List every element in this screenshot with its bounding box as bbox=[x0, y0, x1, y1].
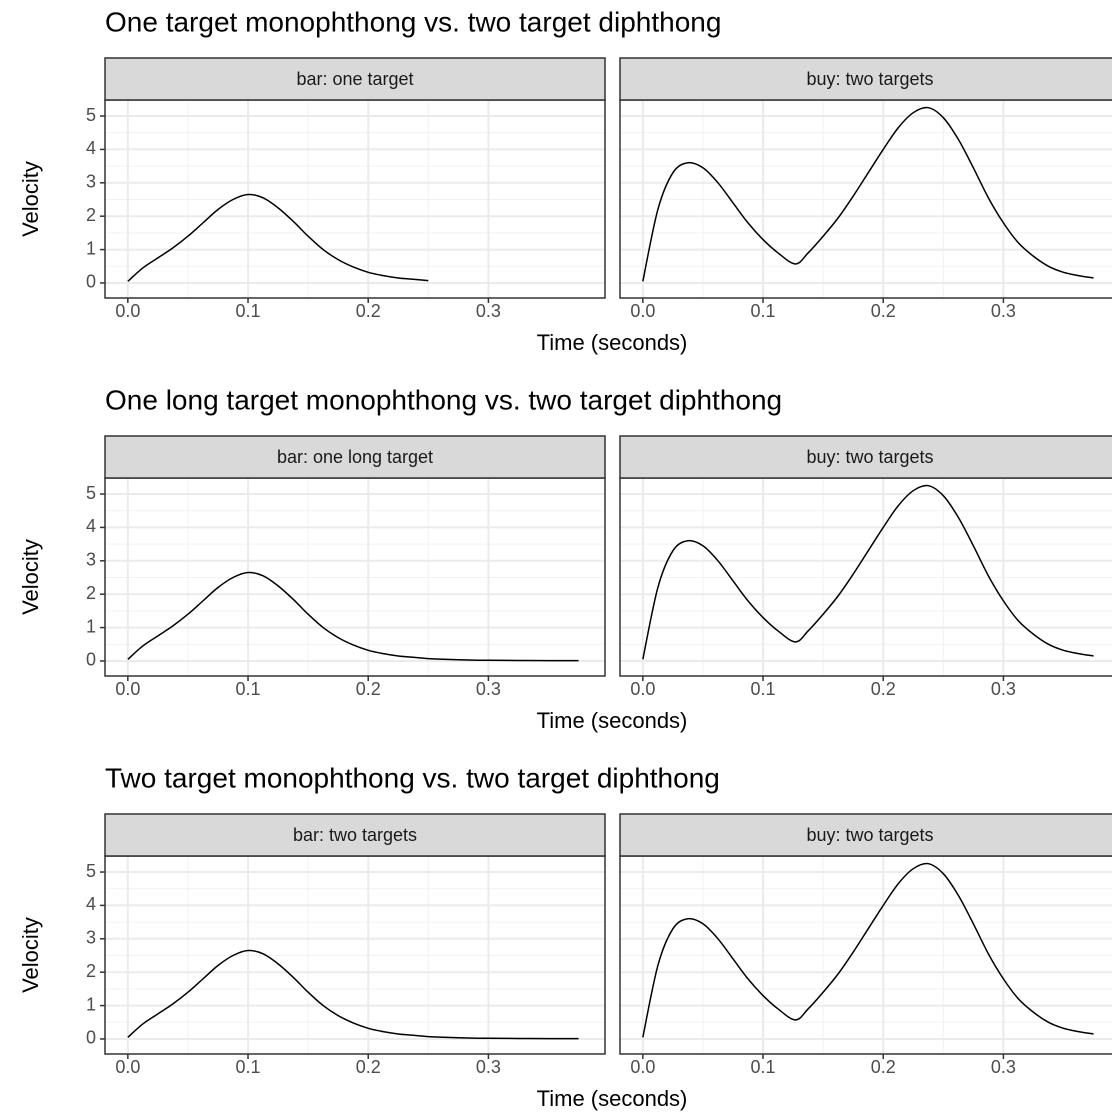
y-tick-label: 4 bbox=[86, 516, 96, 536]
velocity-line bbox=[642, 106, 1094, 282]
y-tick-label: 0 bbox=[86, 1028, 96, 1048]
y-tick-label: 1 bbox=[86, 994, 96, 1014]
y-axis-label: Velocity bbox=[18, 161, 43, 237]
strip-background bbox=[619, 813, 1112, 857]
x-tick-label: 0.0 bbox=[115, 301, 140, 321]
y-tick-label: 3 bbox=[86, 550, 96, 570]
strip-label: bar: one target bbox=[296, 69, 413, 89]
x-tick-label: 0.3 bbox=[476, 301, 501, 321]
x-tick-label: 0.3 bbox=[476, 1057, 501, 1077]
y-tick-label: 4 bbox=[86, 138, 96, 158]
y-tick-label: 2 bbox=[86, 205, 96, 225]
x-tick-label: 0.1 bbox=[236, 679, 261, 699]
velocity-line bbox=[642, 484, 1094, 660]
x-tick-label: 0.2 bbox=[871, 301, 896, 321]
x-axis-label: Time (seconds) bbox=[537, 708, 688, 733]
x-tick-label: 0.1 bbox=[751, 1057, 776, 1077]
x-tick-label: 0.1 bbox=[236, 301, 261, 321]
y-tick-label: 0 bbox=[86, 650, 96, 670]
velocity-line bbox=[642, 862, 1094, 1038]
x-tick-label: 0.0 bbox=[630, 1057, 655, 1077]
strip-background bbox=[104, 435, 606, 479]
x-tick-label: 0.0 bbox=[115, 1057, 140, 1077]
y-tick-label: 2 bbox=[86, 961, 96, 981]
strip-label: bar: one long target bbox=[277, 447, 433, 467]
x-tick-label: 0.2 bbox=[356, 301, 381, 321]
strip-background bbox=[104, 813, 606, 857]
y-tick-label: 1 bbox=[86, 238, 96, 258]
strip-label: buy: two targets bbox=[806, 825, 933, 845]
y-axis-label: Velocity bbox=[18, 539, 43, 615]
y-tick-label: 5 bbox=[86, 105, 96, 125]
strip-label: bar: two targets bbox=[293, 825, 417, 845]
x-tick-label: 0.2 bbox=[356, 1057, 381, 1077]
x-tick-label: 0.0 bbox=[115, 679, 140, 699]
y-tick-label: 1 bbox=[86, 616, 96, 636]
y-tick-label: 5 bbox=[86, 483, 96, 503]
strip-label: buy: two targets bbox=[806, 447, 933, 467]
velocity-line bbox=[127, 193, 429, 282]
strip-background bbox=[104, 57, 606, 101]
x-tick-label: 0.3 bbox=[991, 679, 1016, 699]
y-tick-label: 3 bbox=[86, 172, 96, 192]
strip-background bbox=[619, 435, 1112, 479]
velocity-line bbox=[127, 949, 579, 1040]
x-tick-label: 0.1 bbox=[751, 301, 776, 321]
x-tick-label: 0.3 bbox=[991, 301, 1016, 321]
x-tick-label: 0.3 bbox=[991, 1057, 1016, 1077]
x-axis-label: Time (seconds) bbox=[537, 330, 688, 355]
x-tick-label: 0.0 bbox=[630, 301, 655, 321]
panel-background bbox=[620, 856, 1112, 1054]
x-tick-label: 0.2 bbox=[871, 1057, 896, 1077]
x-tick-label: 0.1 bbox=[751, 679, 776, 699]
panel-background bbox=[620, 478, 1112, 676]
y-axis-label: Velocity bbox=[18, 917, 43, 993]
x-axis-label: Time (seconds) bbox=[537, 1086, 688, 1111]
y-tick-label: 2 bbox=[86, 583, 96, 603]
y-tick-label: 5 bbox=[86, 861, 96, 881]
panel-background bbox=[620, 100, 1112, 298]
x-tick-label: 0.2 bbox=[356, 679, 381, 699]
strip-background bbox=[619, 57, 1112, 101]
x-tick-label: 0.2 bbox=[871, 679, 896, 699]
x-tick-label: 0.3 bbox=[476, 679, 501, 699]
chart-title: One target monophthong vs. two target di… bbox=[105, 6, 721, 37]
chart-title: Two target monophthong vs. two target di… bbox=[105, 762, 720, 793]
strip-label: buy: two targets bbox=[806, 69, 933, 89]
x-tick-label: 0.1 bbox=[236, 1057, 261, 1077]
x-tick-label: 0.0 bbox=[630, 679, 655, 699]
velocity-line bbox=[127, 571, 579, 662]
chart-title: One long target monophthong vs. two targ… bbox=[105, 384, 782, 415]
y-tick-label: 0 bbox=[86, 272, 96, 292]
y-tick-label: 4 bbox=[86, 894, 96, 914]
y-tick-label: 3 bbox=[86, 928, 96, 948]
